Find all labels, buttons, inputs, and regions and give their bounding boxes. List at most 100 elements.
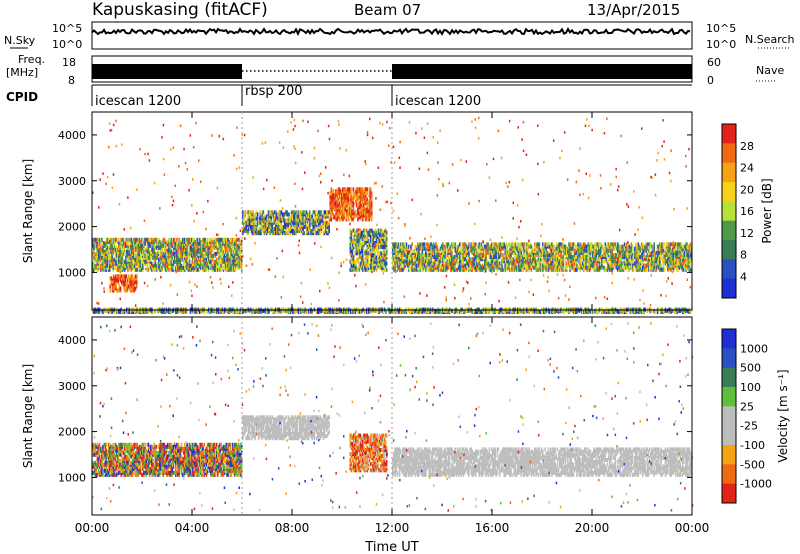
data-cell-5 xyxy=(444,267,446,272)
data-cell-5 xyxy=(565,261,568,266)
data-cell-5 xyxy=(445,265,447,270)
data-cell-5 xyxy=(480,250,483,255)
data-cell-5 xyxy=(447,265,450,270)
data-cell-2 xyxy=(250,224,252,229)
data-cell-5 xyxy=(622,267,625,272)
data-cell-4 xyxy=(354,230,356,235)
data-cell-5 xyxy=(688,267,691,272)
data-cell-0 xyxy=(127,251,129,256)
data-cell-5 xyxy=(654,259,657,264)
data-cell-5 xyxy=(550,246,552,251)
data-cell-5 xyxy=(396,261,399,266)
data-cell-2 xyxy=(242,214,244,219)
data-cell-5 xyxy=(614,261,617,266)
data-cell-5 xyxy=(659,242,661,247)
data-cell-2 xyxy=(300,214,302,219)
data-cell-5 xyxy=(393,248,395,253)
data-cell-5 xyxy=(661,246,663,251)
data-cell-2 xyxy=(326,212,328,217)
data-cell-4 xyxy=(362,245,364,250)
data-cell-4 xyxy=(366,239,369,243)
data-cell-5 xyxy=(615,259,618,264)
data-cell-3 xyxy=(345,193,348,198)
data-cell-5 xyxy=(496,259,499,264)
data-cell-5 xyxy=(652,259,654,264)
data-cell-4 xyxy=(372,247,374,252)
data-cell-5 xyxy=(512,248,515,253)
data-cell-0 xyxy=(156,267,159,272)
data-cell-2 xyxy=(305,229,308,234)
data-cell-5 xyxy=(663,250,666,255)
data-cell-5 xyxy=(469,257,471,262)
data-cell-5 xyxy=(503,255,505,260)
data-cell-5 xyxy=(684,244,686,249)
data-cell-4 xyxy=(368,232,371,237)
data-cell-5 xyxy=(431,267,434,272)
data-cell-2 xyxy=(317,212,319,217)
data-cell-2 xyxy=(323,229,326,234)
data-cell-5 xyxy=(405,255,408,260)
data-cell-0 xyxy=(220,263,222,268)
data-cell-0 xyxy=(111,253,113,258)
data-cell-5 xyxy=(538,261,541,266)
data-cell-2 xyxy=(251,212,253,217)
data-cell-5 xyxy=(677,253,679,257)
data-cell-5 xyxy=(588,257,591,262)
data-cell-2 xyxy=(328,220,330,225)
data-cell-5 xyxy=(525,255,527,260)
data-cell-5 xyxy=(648,246,651,251)
data-cell-5 xyxy=(553,263,555,268)
data-cell-5 xyxy=(565,255,568,260)
data-cell-5 xyxy=(553,244,555,249)
data-cell-2 xyxy=(284,231,286,236)
data-cell-5 xyxy=(584,255,586,260)
data-cell-0 xyxy=(219,261,221,266)
data-cell-5 xyxy=(631,244,634,249)
data-cell-5 xyxy=(684,263,686,268)
data-cell-5 xyxy=(552,248,554,253)
data-cell-5 xyxy=(665,263,668,268)
data-cell-5 xyxy=(556,259,559,264)
data-cell-5 xyxy=(526,261,528,266)
data-cell-2 xyxy=(279,231,282,236)
data-cell-3 xyxy=(332,205,335,210)
data-cell-5 xyxy=(669,263,671,268)
data-cell-4 xyxy=(380,228,382,233)
data-cell-5 xyxy=(667,244,669,249)
data-cell-4 xyxy=(377,228,380,233)
data-cell-2 xyxy=(307,224,310,229)
data-cell-0 xyxy=(126,237,128,242)
data-cell-5 xyxy=(464,248,467,253)
data-cell-4 xyxy=(360,255,363,260)
data-cell-5 xyxy=(511,244,513,249)
data-cell-4 xyxy=(363,236,365,241)
data-cell-5 xyxy=(623,242,626,247)
data-cell-5 xyxy=(532,253,535,257)
data-cell-1 xyxy=(133,286,136,291)
data-cell-2 xyxy=(269,231,271,236)
data-cell-5 xyxy=(519,242,521,247)
data-cell-5 xyxy=(431,265,434,270)
data-cell-2 xyxy=(261,229,263,234)
data-cell-5 xyxy=(600,246,602,251)
data-cell-3 xyxy=(347,213,350,218)
data-cell-5 xyxy=(580,244,583,249)
data-cell-5 xyxy=(480,265,483,270)
data-cell-2 xyxy=(284,227,286,231)
data-cell-5 xyxy=(411,265,413,270)
data-cell-5 xyxy=(623,265,626,270)
data-cell-4 xyxy=(384,230,387,235)
data-cell-5 xyxy=(676,242,678,247)
data-cell-2 xyxy=(285,224,287,229)
data-cell-5 xyxy=(472,242,475,247)
data-cell-0 xyxy=(137,247,140,252)
data-cell-5 xyxy=(420,259,422,264)
data-cell-2 xyxy=(259,210,261,215)
data-cell-5 xyxy=(513,250,516,255)
data-cell-5 xyxy=(535,253,537,257)
data-cell-3 xyxy=(339,205,342,210)
data-cell-5 xyxy=(563,248,566,253)
data-cell-5 xyxy=(428,261,430,266)
data-cell-5 xyxy=(585,257,587,262)
data-cell-5 xyxy=(546,267,549,272)
